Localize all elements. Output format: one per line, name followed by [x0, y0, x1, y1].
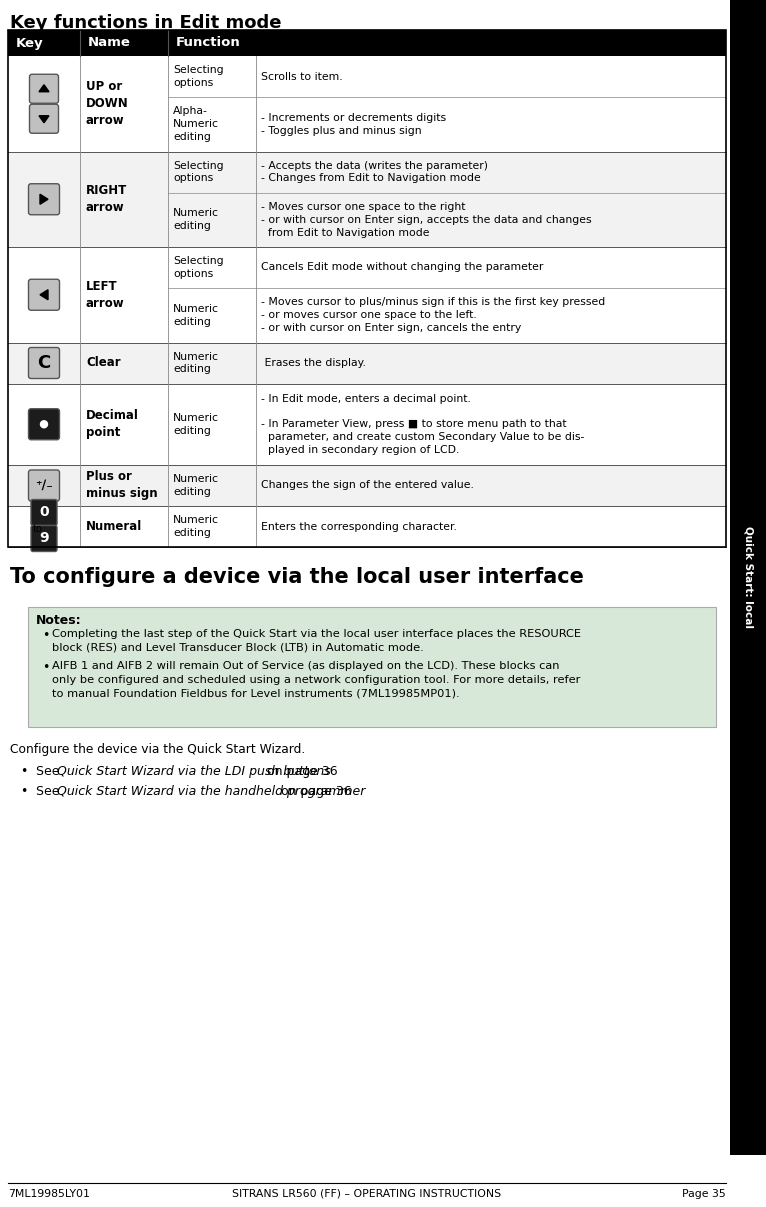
Text: 0: 0: [39, 506, 49, 519]
Text: Key: Key: [16, 36, 44, 49]
Polygon shape: [40, 194, 48, 204]
FancyBboxPatch shape: [31, 525, 57, 552]
Text: 9: 9: [39, 531, 49, 546]
Text: block (RES) and Level Transducer Block (LTB) in Automatic mode.: block (RES) and Level Transducer Block (…: [52, 643, 424, 653]
Bar: [8, 247, 726, 343]
Text: Numeral: Numeral: [86, 520, 142, 533]
Text: AIFB 1 and AIFB 2 will remain Out of Service (as displayed on the LCD). These bl: AIFB 1 and AIFB 2 will remain Out of Ser…: [52, 661, 559, 671]
Text: Cancels Edit mode without changing the parameter: Cancels Edit mode without changing the p…: [261, 262, 543, 273]
Text: Selecting
options: Selecting options: [173, 256, 224, 279]
FancyBboxPatch shape: [30, 75, 58, 104]
Text: C: C: [38, 354, 51, 372]
Circle shape: [41, 421, 47, 427]
Text: Decimal
point: Decimal point: [86, 409, 139, 439]
FancyBboxPatch shape: [30, 104, 58, 133]
Text: •: •: [20, 765, 28, 779]
Text: Changes the sign of the entered value.: Changes the sign of the entered value.: [261, 480, 474, 490]
Text: Numeric
editing: Numeric editing: [173, 474, 219, 497]
FancyBboxPatch shape: [28, 348, 60, 379]
Bar: [730, 0, 766, 1155]
FancyBboxPatch shape: [28, 183, 60, 215]
Text: Numeric
editing: Numeric editing: [173, 413, 219, 436]
Text: - In Edit mode, enters a decimal point.

- In Parameter View, press ■ to store m: - In Edit mode, enters a decimal point. …: [261, 393, 584, 455]
Text: Selecting
options: Selecting options: [173, 161, 224, 183]
Text: •: •: [42, 629, 49, 642]
Text: Numeric
editing: Numeric editing: [173, 515, 219, 538]
Text: UP or
DOWN
arrow: UP or DOWN arrow: [86, 80, 129, 127]
Text: - Moves cursor one space to the right
- or with cursor on Enter sign, accepts th: - Moves cursor one space to the right - …: [261, 202, 591, 238]
Text: SITRANS LR560 (FF) – OPERATING INSTRUCTIONS: SITRANS LR560 (FF) – OPERATING INSTRUCTI…: [232, 1189, 502, 1199]
Text: Scrolls to item.: Scrolls to item.: [261, 71, 342, 82]
Polygon shape: [40, 290, 48, 299]
Text: Configure the device via the Quick Start Wizard.: Configure the device via the Quick Start…: [10, 744, 305, 756]
Text: Alpha-
Numeric
editing: Alpha- Numeric editing: [173, 106, 219, 142]
Text: LEFT
arrow: LEFT arrow: [86, 280, 125, 310]
Bar: [8, 506, 726, 547]
Text: •: •: [20, 785, 28, 798]
Text: Numeric
editing: Numeric editing: [173, 304, 219, 327]
Bar: [8, 56, 726, 152]
Text: Notes:: Notes:: [36, 614, 82, 626]
FancyBboxPatch shape: [28, 409, 60, 439]
Bar: [8, 30, 726, 56]
Bar: [8, 30, 726, 547]
Text: See: See: [36, 785, 64, 798]
Text: Key functions in Edit mode: Key functions in Edit mode: [10, 14, 281, 33]
Text: Page 35: Page 35: [683, 1189, 726, 1199]
Bar: [8, 152, 726, 247]
Bar: [8, 465, 726, 506]
Text: - Accepts the data (writes the parameter)
- Changes from Edit to Navigation mode: - Accepts the data (writes the parameter…: [261, 161, 488, 183]
Polygon shape: [39, 116, 49, 123]
Text: Erases the display.: Erases the display.: [261, 358, 366, 368]
Text: Numeric
editing: Numeric editing: [173, 351, 219, 374]
Polygon shape: [39, 84, 49, 92]
Text: only be configured and scheduled using a network configuration tool. For more de: only be configured and scheduled using a…: [52, 675, 581, 686]
Text: to manual Foundation Fieldbus for Level instruments (7ML19985MP01).: to manual Foundation Fieldbus for Level …: [52, 689, 460, 699]
Text: Clear: Clear: [86, 356, 120, 369]
Text: 7ML19985LY01: 7ML19985LY01: [8, 1189, 90, 1199]
Text: Name: Name: [88, 36, 131, 49]
Text: Selecting
options: Selecting options: [173, 65, 224, 88]
Text: See: See: [36, 765, 64, 779]
Text: Enters the corresponding character.: Enters the corresponding character.: [261, 521, 457, 531]
Text: to: to: [33, 525, 43, 535]
Text: ⁺∕₋: ⁺∕₋: [35, 479, 53, 492]
Text: - Moves cursor to plus/minus sign if this is the first key pressed
- or moves cu: - Moves cursor to plus/minus sign if thi…: [261, 297, 605, 333]
Text: Function: Function: [176, 36, 241, 49]
Text: on page 36: on page 36: [263, 765, 338, 779]
Bar: [8, 343, 726, 384]
Text: - Increments or decrements digits
- Toggles plus and minus sign: - Increments or decrements digits - Togg…: [261, 112, 446, 135]
Text: on page 36: on page 36: [277, 785, 352, 798]
FancyBboxPatch shape: [28, 279, 60, 310]
FancyBboxPatch shape: [28, 470, 60, 501]
Text: Numeric
editing: Numeric editing: [173, 209, 219, 232]
Text: Quick Start Wizard via the LDI push buttons: Quick Start Wizard via the LDI push butt…: [57, 765, 330, 779]
FancyBboxPatch shape: [31, 500, 57, 525]
Text: Completing the last step of the Quick Start via the local user interface places : Completing the last step of the Quick St…: [52, 629, 581, 639]
Text: Plus or
minus sign: Plus or minus sign: [86, 471, 158, 501]
Text: To configure a device via the local user interface: To configure a device via the local user…: [10, 567, 584, 587]
Text: Quick Start: local: Quick Start: local: [743, 526, 753, 629]
Text: Quick Start Wizard via the handheld programmer: Quick Start Wizard via the handheld prog…: [57, 785, 365, 798]
Bar: [8, 384, 726, 465]
Bar: [28, 607, 716, 727]
Text: •: •: [42, 661, 49, 674]
Text: RIGHT
arrow: RIGHT arrow: [86, 185, 127, 215]
